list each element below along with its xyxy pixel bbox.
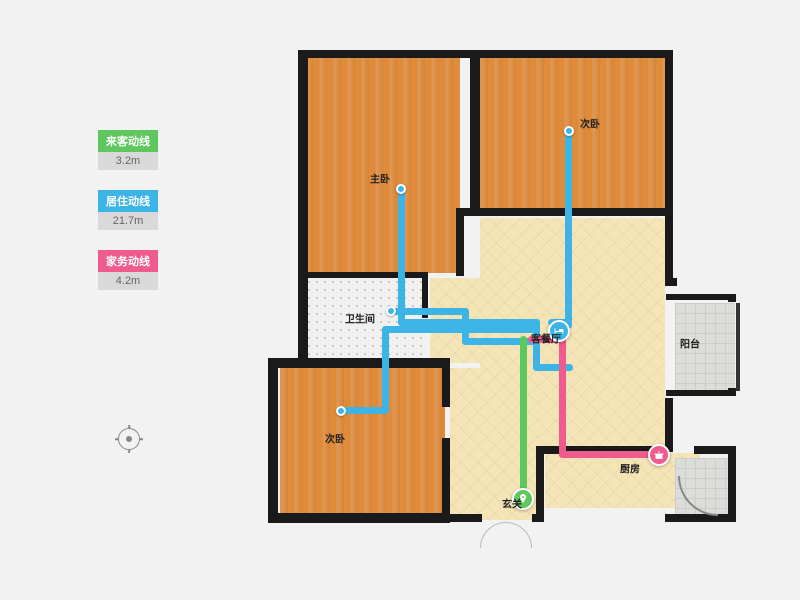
- living-path: [565, 130, 572, 326]
- legend-guest-title: 来客动线: [98, 130, 158, 152]
- wall-segment: [728, 446, 736, 522]
- wall-segment: [536, 446, 544, 522]
- wall-segment: [300, 50, 670, 58]
- living-path: [390, 308, 469, 315]
- wall-segment: [268, 513, 450, 523]
- legend-house: 家务动线 4.2m: [98, 250, 158, 290]
- legend-guest-value: 3.2m: [98, 152, 158, 170]
- path-endpoint: [336, 406, 346, 416]
- wall-segment: [298, 268, 308, 362]
- compass-icon: [118, 428, 140, 450]
- wall-segment: [665, 50, 673, 280]
- living-path: [340, 407, 389, 414]
- room-second1: [480, 58, 665, 213]
- legend-house-title: 家务动线: [98, 250, 158, 272]
- wall-segment: [298, 272, 428, 278]
- living-path: [398, 188, 405, 326]
- legend: 来客动线 3.2m 居住动线 21.7m 家务动线 4.2m: [98, 130, 158, 310]
- wall-segment: [268, 358, 278, 518]
- wall-segment: [665, 398, 673, 452]
- living-path: [382, 326, 389, 414]
- floor-plan: 主卧次卧次卧卫生间客餐厅玄关厨房阳台: [220, 28, 770, 568]
- room-label-living: 客餐厅: [531, 331, 561, 346]
- legend-living-value: 21.7m: [98, 212, 158, 230]
- window: [736, 303, 740, 391]
- wall-segment: [470, 50, 480, 210]
- door-arc: [480, 522, 532, 574]
- wall-segment: [442, 362, 450, 407]
- room-label-bath: 卫生间: [345, 311, 375, 326]
- node-kitchen-icon: [648, 444, 670, 466]
- house-path: [559, 336, 566, 458]
- room-label-balcony: 阳台: [680, 336, 700, 351]
- wall-segment: [456, 208, 672, 216]
- room-second2: [280, 368, 445, 513]
- room-label-second1: 次卧: [580, 116, 600, 131]
- guest-path: [520, 336, 527, 496]
- wall-segment: [666, 294, 736, 300]
- legend-guest: 来客动线 3.2m: [98, 130, 158, 170]
- legend-living: 居住动线 21.7m: [98, 190, 158, 230]
- legend-living-title: 居住动线: [98, 190, 158, 212]
- wall-segment: [665, 278, 677, 286]
- legend-house-value: 4.2m: [98, 272, 158, 290]
- living-path: [382, 326, 540, 333]
- room-label-entry: 玄关: [502, 496, 522, 511]
- path-endpoint: [386, 306, 396, 316]
- wall-segment: [666, 390, 736, 396]
- living-path: [533, 364, 573, 371]
- living-path: [398, 319, 540, 326]
- house-path: [559, 451, 659, 458]
- room-label-master: 主卧: [370, 171, 390, 186]
- wall-segment: [665, 514, 736, 522]
- room-master: [305, 58, 460, 273]
- wall-segment: [442, 514, 482, 522]
- path-endpoint: [396, 184, 406, 194]
- room-label-second2: 次卧: [325, 431, 345, 446]
- wall-segment: [442, 438, 450, 523]
- wall-segment: [298, 50, 308, 276]
- room-label-kitchen: 厨房: [620, 461, 640, 476]
- path-endpoint: [564, 126, 574, 136]
- wall-segment: [456, 208, 464, 276]
- wall-segment: [298, 358, 438, 364]
